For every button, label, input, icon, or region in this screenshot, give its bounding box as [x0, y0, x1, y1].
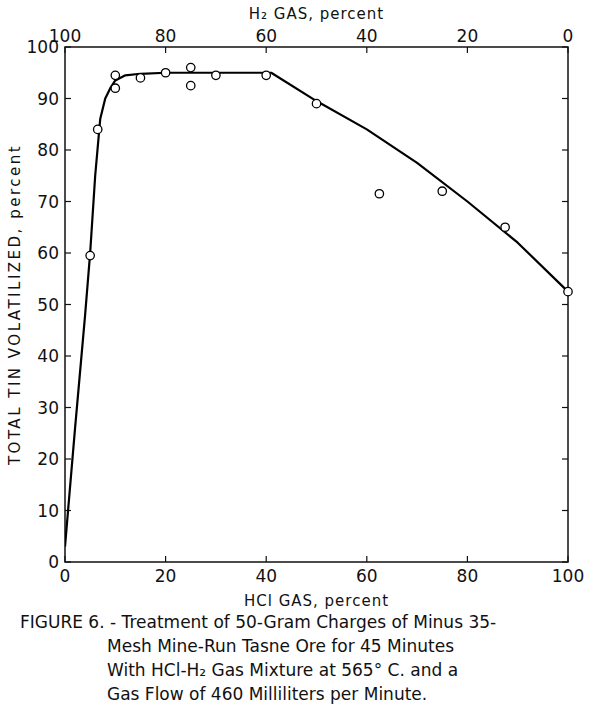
y-tick-label: 60 — [37, 243, 59, 263]
y-tick — [562, 458, 568, 459]
y-tick — [562, 252, 568, 253]
y-tick-label: 20 — [37, 449, 59, 469]
y-tick-label: 0 — [48, 552, 59, 572]
x2-tick — [165, 47, 166, 53]
data-point — [93, 125, 101, 133]
y-tick — [65, 561, 71, 562]
y-tick — [65, 355, 71, 356]
data-point — [375, 190, 383, 198]
x2-tick-label: 40 — [356, 26, 378, 46]
data-point — [212, 71, 220, 79]
fit-line — [65, 73, 568, 547]
y-tick — [65, 98, 71, 99]
y-tick — [65, 201, 71, 202]
data-point — [501, 223, 509, 231]
y-tick — [562, 304, 568, 305]
data-point — [312, 99, 320, 107]
y-axis-label: TOTAL TIN VOLATILIZED, percent — [6, 144, 24, 466]
data-point — [187, 63, 195, 71]
x2-tick-label: 80 — [155, 26, 177, 46]
x-tick-label: 40 — [255, 566, 277, 586]
x-tick — [366, 556, 367, 562]
caption-line: Gas Flow of 460 Milliliters per Minute. — [107, 684, 427, 704]
caption-line: Mesh Mine-Run Tasne Ore for 45 Minutes — [107, 636, 454, 656]
caption-line: With HCl-H₂ Gas Mixture at 565° C. and a — [107, 660, 458, 680]
data-point — [86, 251, 94, 259]
point-group — [86, 63, 572, 295]
y-tick-label: 50 — [37, 295, 59, 315]
x2-tick — [567, 47, 568, 53]
chart: 0102030405060708090100020406080100100806… — [0, 0, 608, 718]
x2-tick — [467, 47, 468, 53]
plot-frame — [65, 47, 568, 562]
data-point — [187, 81, 195, 89]
x2-tick — [64, 47, 65, 53]
x-axis-label: HCl GAS, percent — [244, 592, 389, 610]
data-point — [111, 84, 119, 92]
y-tick-label: 90 — [37, 89, 59, 109]
x2-tick-label: 20 — [457, 26, 479, 46]
y-tick — [562, 407, 568, 408]
x-tick — [467, 556, 468, 562]
line-group — [65, 73, 568, 547]
y-tick — [562, 561, 568, 562]
y-tick — [65, 149, 71, 150]
y-tick — [65, 46, 71, 47]
y-tick — [562, 46, 568, 47]
x2-tick — [366, 47, 367, 53]
y-tick — [65, 407, 71, 408]
x2-axis-label: H₂ GAS, percent — [249, 5, 384, 23]
data-point — [262, 71, 270, 79]
x-tick-label: 80 — [457, 566, 479, 586]
y-tick-label: 40 — [37, 346, 59, 366]
y-tick — [65, 304, 71, 305]
x2-tick-label: 100 — [49, 26, 81, 46]
x2-tick — [266, 47, 267, 53]
caption-line: FIGURE 6. - Treatment of 50-Gram Charges… — [20, 612, 496, 632]
y-tick — [562, 510, 568, 511]
y-tick-label: 10 — [37, 501, 59, 521]
data-point — [136, 74, 144, 82]
y-tick — [562, 201, 568, 202]
x-tick-label: 100 — [552, 566, 584, 586]
y-tick — [65, 252, 71, 253]
x2-tick-label: 60 — [255, 26, 277, 46]
x-tick-label: 0 — [60, 566, 71, 586]
data-point — [438, 187, 446, 195]
y-tick — [562, 149, 568, 150]
data-point — [111, 71, 119, 79]
x-tick — [266, 556, 267, 562]
x-tick — [165, 556, 166, 562]
x-tick-label: 20 — [155, 566, 177, 586]
y-tick — [65, 458, 71, 459]
y-tick — [562, 98, 568, 99]
x-tick — [64, 556, 65, 562]
x-tick-label: 60 — [356, 566, 378, 586]
y-tick-label: 30 — [37, 398, 59, 418]
data-point — [161, 69, 169, 77]
y-tick-label: 70 — [37, 192, 59, 212]
data-point — [564, 287, 572, 295]
y-tick — [562, 355, 568, 356]
y-tick-label: 80 — [37, 140, 59, 160]
x2-tick-label: 0 — [563, 26, 574, 46]
x-tick — [567, 556, 568, 562]
